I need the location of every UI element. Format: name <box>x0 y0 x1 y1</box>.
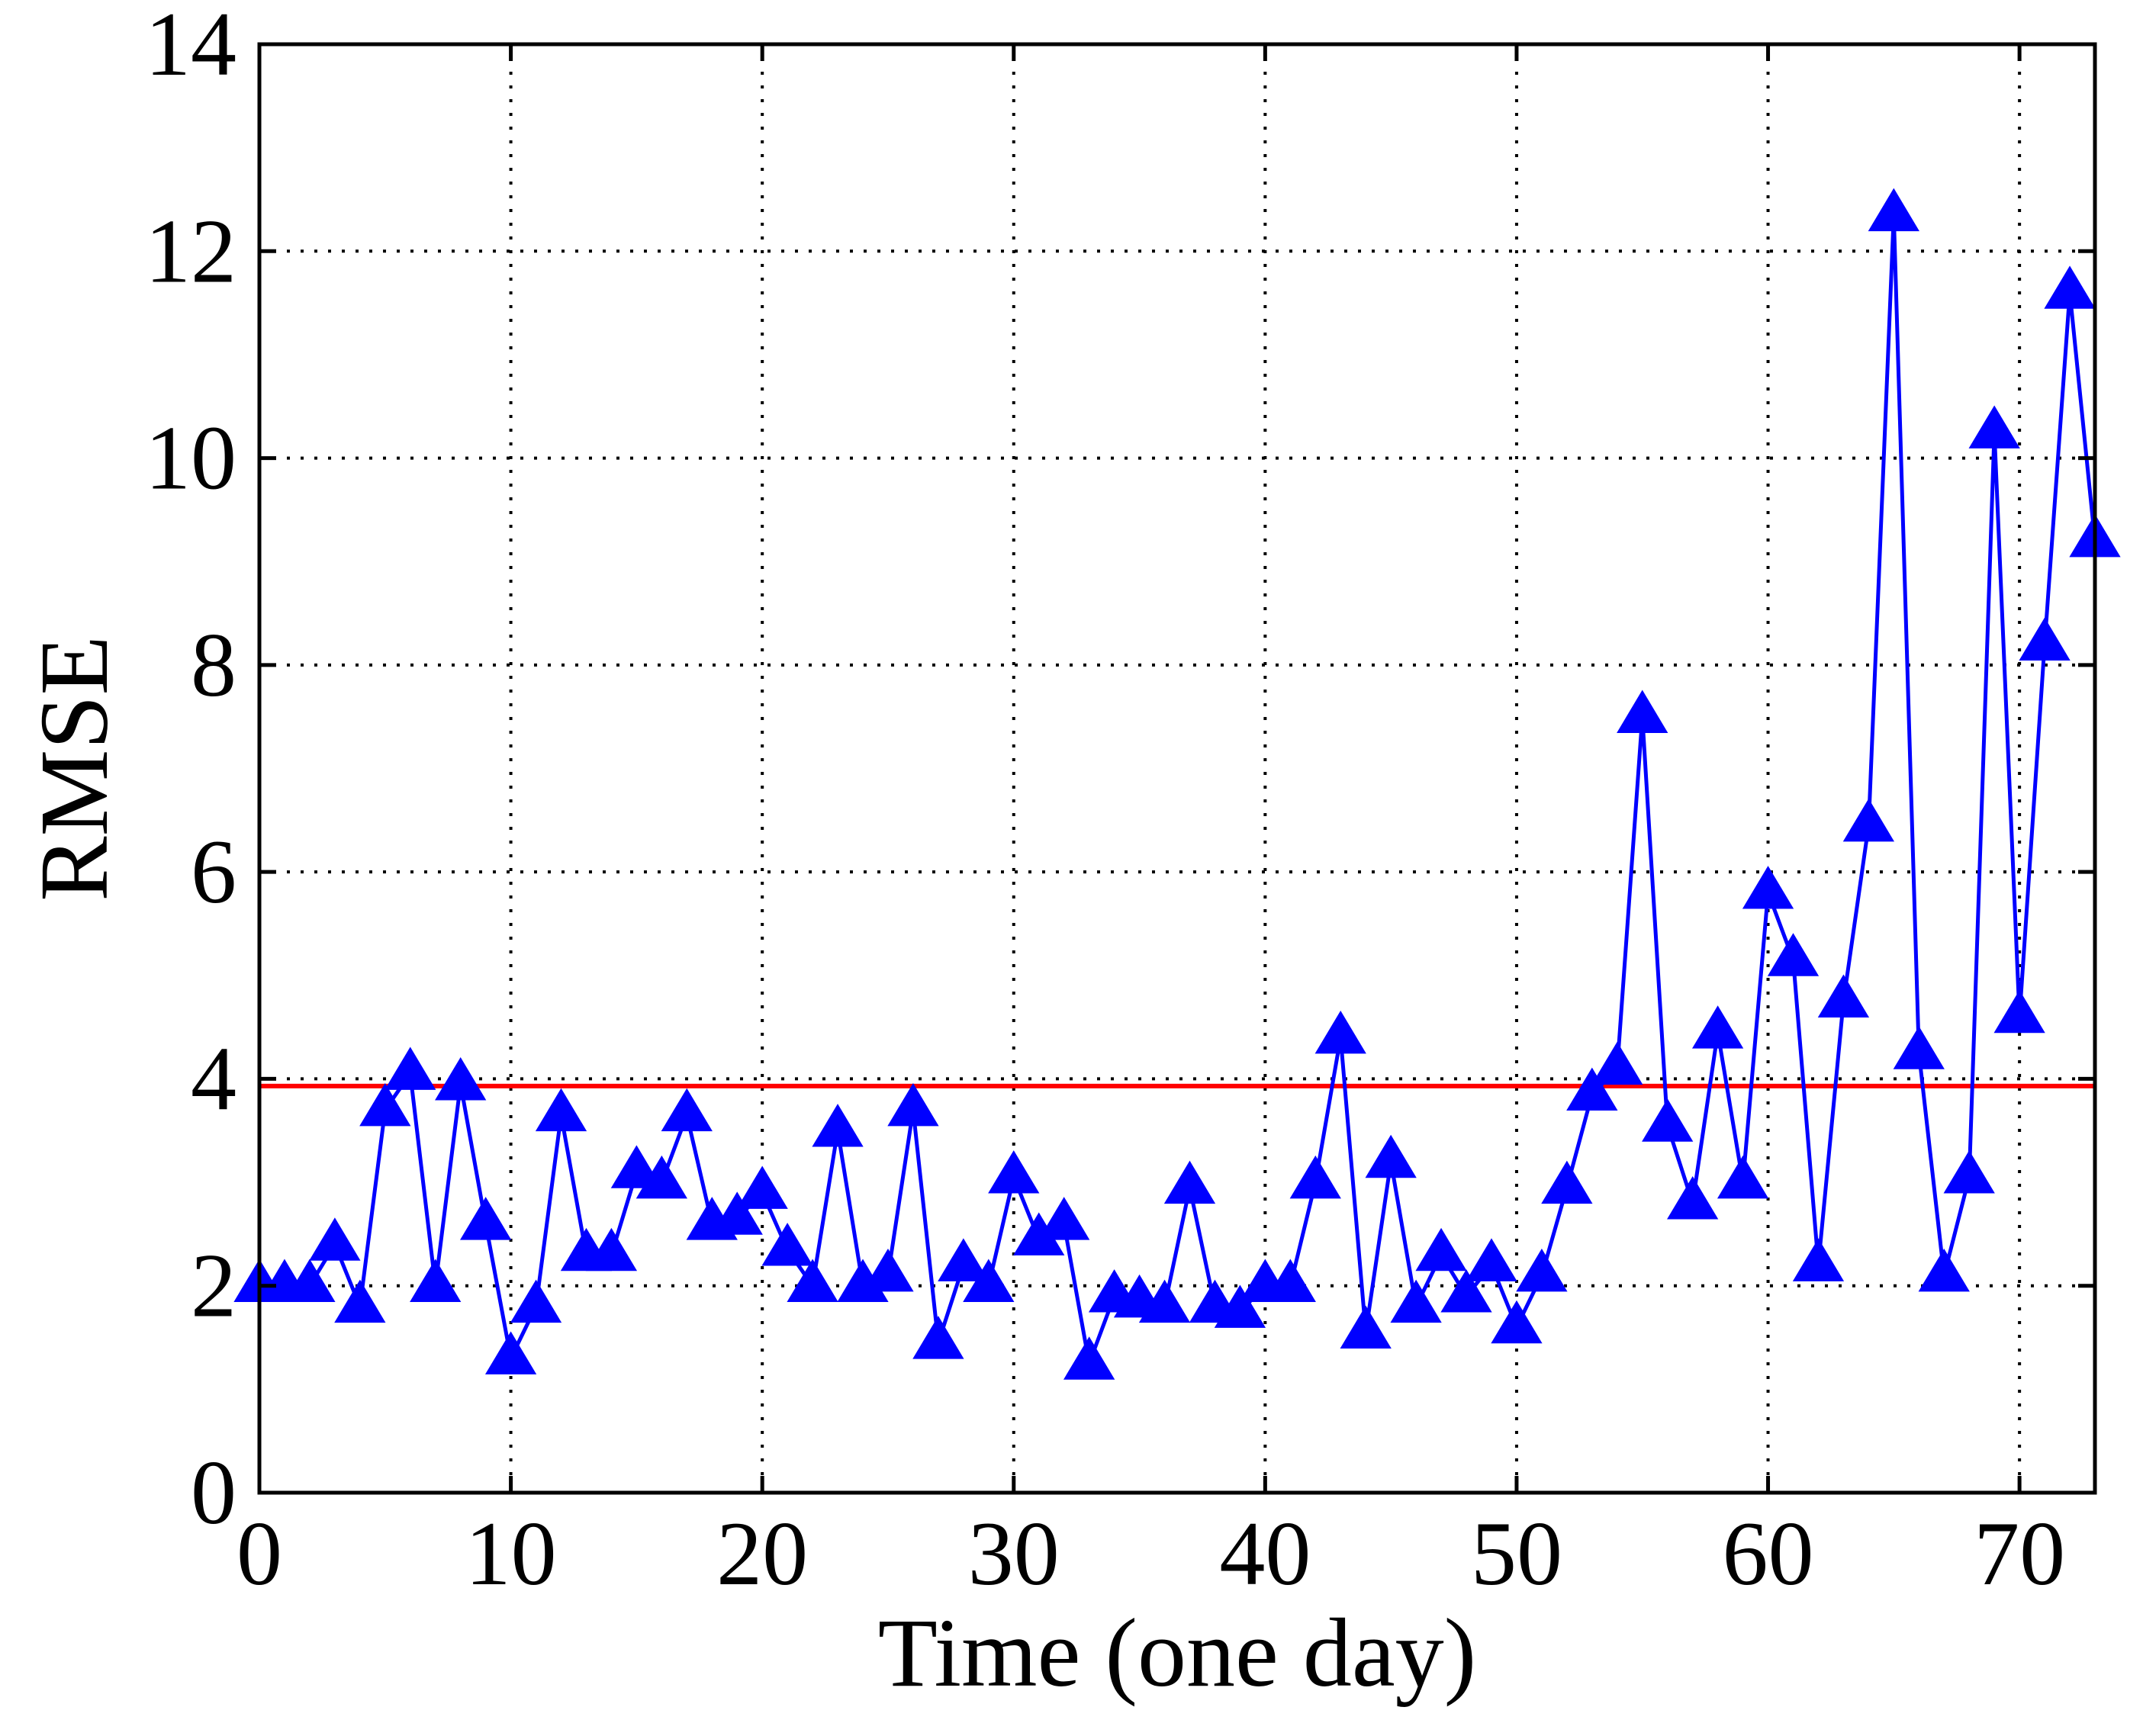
data-point-marker <box>459 1197 512 1240</box>
data-point-marker <box>1767 933 1820 976</box>
data-point-marker <box>435 1057 487 1101</box>
data-point-marker <box>1138 1279 1191 1323</box>
data-point-marker <box>1617 690 1668 733</box>
data-point-marker <box>1591 1041 1643 1085</box>
data-point-marker <box>938 1238 989 1281</box>
data-point-marker <box>1289 1155 1341 1199</box>
data-point-marker <box>1868 188 1919 232</box>
axis-ticks <box>257 42 2095 1495</box>
y-tick-label: 2 <box>191 1235 237 1336</box>
data-point-marker <box>385 1046 436 1090</box>
data-point-marker <box>1717 1155 1769 1199</box>
x-tick-label: 20 <box>716 1503 808 1604</box>
data-point-marker <box>988 1150 1040 1194</box>
data-point-marker <box>1918 1248 1970 1292</box>
data-point-marker <box>812 1104 864 1147</box>
data-point-marker <box>510 1279 562 1323</box>
data-point-marker <box>635 1155 687 1199</box>
data-point-marker <box>1415 1227 1467 1271</box>
data-point-marker <box>1063 1336 1115 1380</box>
data-point-marker <box>1516 1248 1568 1292</box>
data-point-marker <box>585 1227 638 1271</box>
data-point-marker <box>1466 1238 1517 1281</box>
data-point-marker <box>1163 1160 1216 1204</box>
data-point-marker <box>1566 1067 1618 1111</box>
y-tick-label: 14 <box>145 0 237 95</box>
y-tick-label: 4 <box>191 1027 237 1129</box>
data-point-marker <box>1390 1279 1442 1323</box>
y-tick-label: 10 <box>145 407 237 509</box>
x-tick-label: 30 <box>968 1503 1060 1604</box>
y-tick-label: 12 <box>145 200 237 301</box>
data-point-marker <box>1993 989 2045 1034</box>
data-point-marker <box>661 1088 713 1132</box>
data-point-marker <box>1491 1300 1543 1344</box>
data-point-marker <box>1214 1284 1266 1328</box>
data-point-marker <box>410 1259 462 1302</box>
data-point-marker <box>1541 1160 1593 1204</box>
y-tick-label: 6 <box>191 821 237 922</box>
data-point-marker <box>1691 1005 1744 1049</box>
data-point-marker <box>309 1217 361 1261</box>
data-point-marker <box>334 1279 386 1323</box>
data-point-marker <box>711 1191 763 1235</box>
data-point-marker <box>1642 1098 1694 1142</box>
tick-labels: 0 10 20 30 40 50 60 70 0 2 4 6 8 10 12 14 <box>145 0 2065 1604</box>
data-point-marker <box>359 1082 411 1127</box>
series-layer <box>233 188 2121 1380</box>
data-point-marker <box>787 1259 838 1302</box>
data-point-marker <box>1742 866 1794 909</box>
data-point-marker <box>1893 1026 1945 1069</box>
x-tick-label: 70 <box>1974 1503 2065 1604</box>
data-point-marker <box>2019 617 2071 661</box>
data-point-marker <box>1667 1176 1719 1220</box>
data-point-marker <box>1842 798 1895 842</box>
data-point-marker <box>1264 1259 1316 1302</box>
y-axis-label: RMSE <box>20 635 128 902</box>
plot-frame <box>257 42 2097 1495</box>
x-tick-label: 10 <box>465 1503 557 1604</box>
data-point-marker <box>1038 1197 1090 1240</box>
data-point-marker <box>963 1259 1015 1302</box>
data-point-marker <box>887 1082 939 1127</box>
data-point-marker <box>2044 265 2096 309</box>
x-tick-label: 50 <box>1471 1503 1562 1604</box>
x-tick-label: 60 <box>1723 1503 1814 1604</box>
data-point-marker <box>761 1223 813 1266</box>
data-point-marker <box>1817 974 1870 1017</box>
data-point-marker <box>1792 1238 1845 1281</box>
data-point-marker <box>1340 1305 1392 1349</box>
data-point-marker <box>912 1316 964 1359</box>
data-point-marker <box>1314 1011 1366 1054</box>
data-point-marker <box>535 1088 587 1132</box>
x-axis-label: Time (one day) <box>878 1599 1477 1707</box>
x-tick-label: 40 <box>1219 1503 1311 1604</box>
data-point-marker <box>736 1165 788 1209</box>
x-tick-label: 0 <box>237 1503 282 1604</box>
data-point-marker <box>484 1331 537 1374</box>
data-point-marker <box>862 1248 914 1292</box>
y-tick-label: 0 <box>191 1442 237 1543</box>
data-point-marker <box>284 1259 336 1302</box>
data-point-marker <box>1365 1134 1417 1178</box>
y-tick-label: 8 <box>191 614 237 715</box>
data-point-marker <box>610 1145 663 1188</box>
data-point-marker <box>1943 1150 1995 1194</box>
data-point-marker <box>1440 1269 1492 1313</box>
data-point-marker <box>1968 405 2020 448</box>
